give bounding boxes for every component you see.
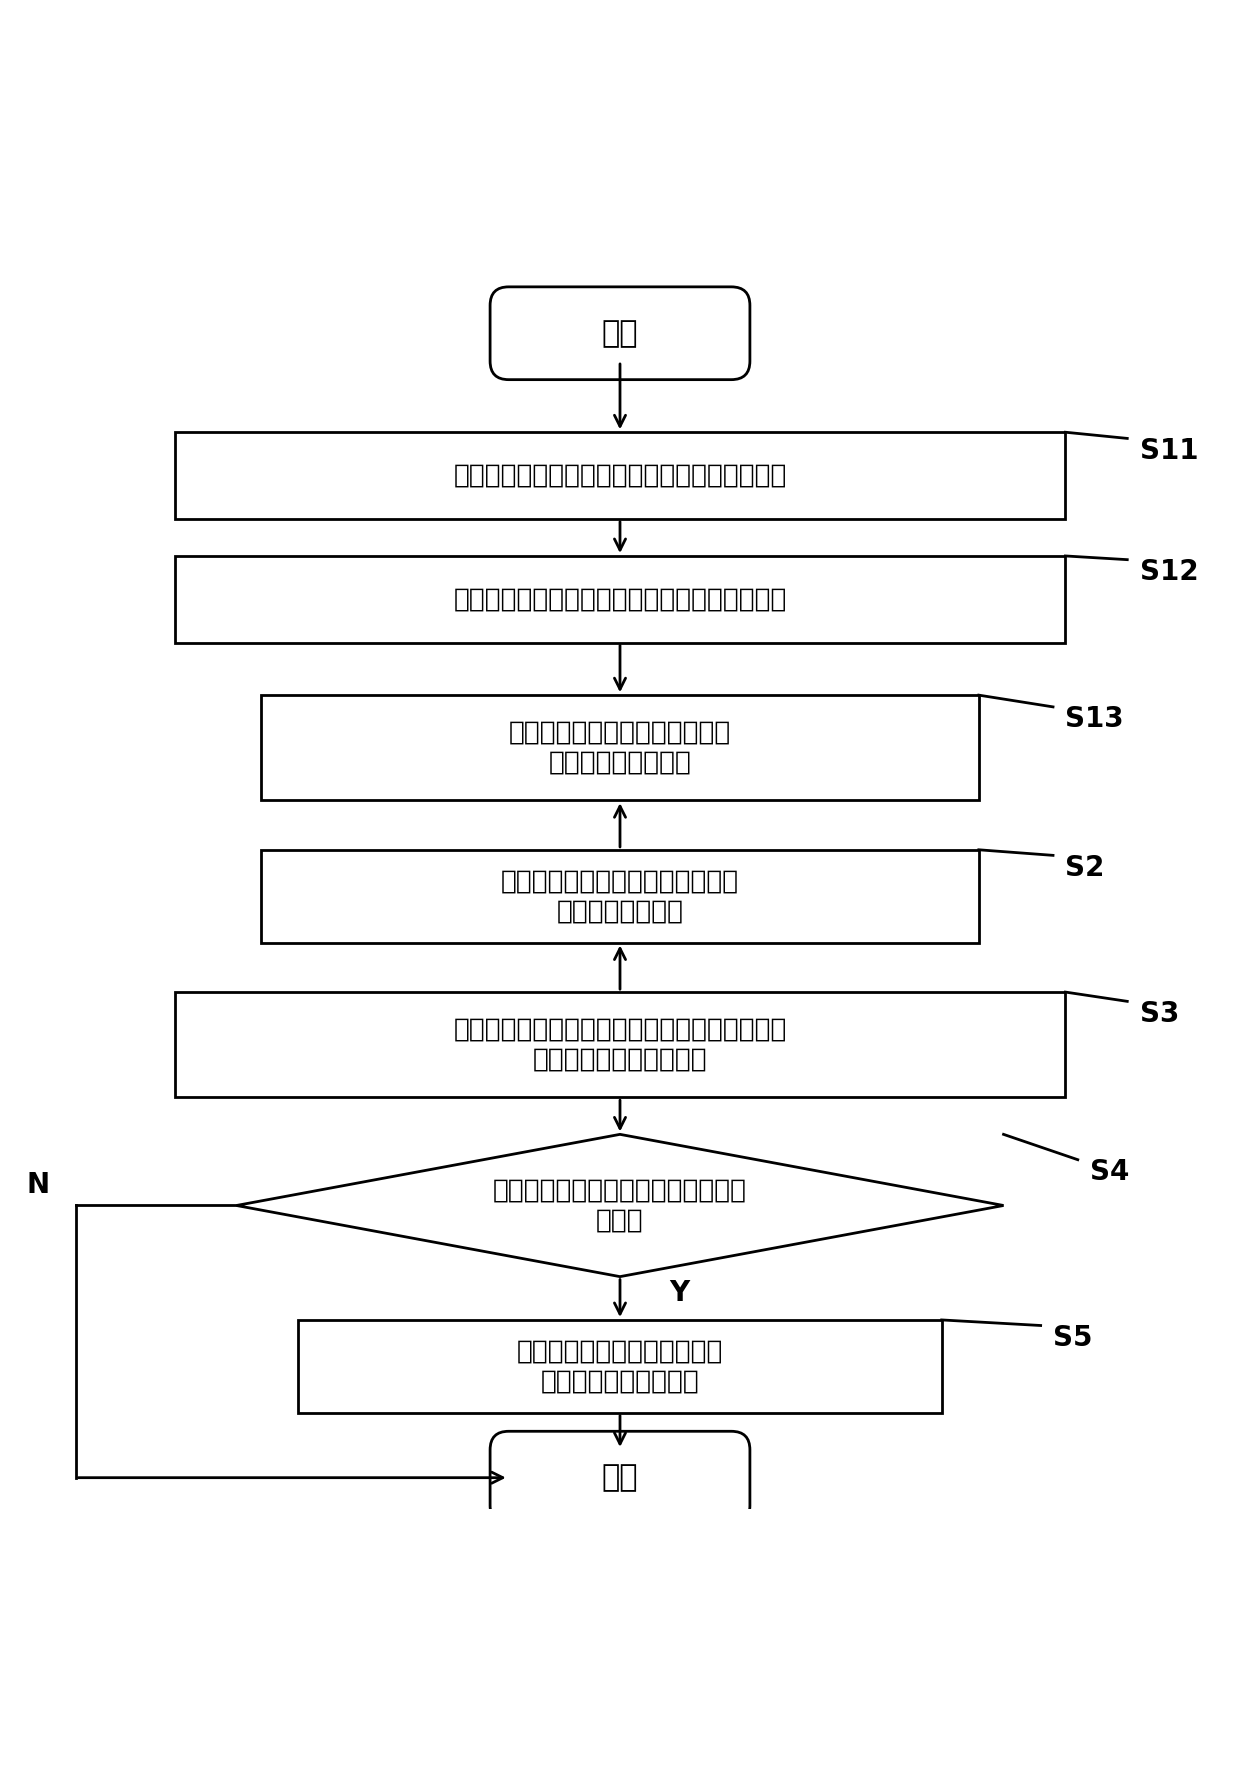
Text: S3: S3: [1140, 1000, 1179, 1027]
Text: 判断第一阻值是否处于阈值区间的阻
值范围: 判断第一阻值是否处于阈值区间的阻 值范围: [494, 1178, 746, 1234]
FancyBboxPatch shape: [262, 696, 978, 801]
FancyBboxPatch shape: [175, 555, 1065, 643]
Text: 结束: 结束: [601, 1463, 639, 1492]
FancyBboxPatch shape: [490, 287, 750, 379]
FancyBboxPatch shape: [175, 991, 1065, 1096]
FancyBboxPatch shape: [175, 433, 1065, 518]
Text: Y: Y: [670, 1280, 689, 1307]
Text: S12: S12: [1140, 559, 1198, 586]
FancyBboxPatch shape: [262, 849, 978, 943]
Text: 从服务器获取预设时间段内的接地
电阻的历史记录值: 从服务器获取预设时间段内的接地 电阻的历史记录值: [501, 869, 739, 924]
FancyBboxPatch shape: [490, 1431, 750, 1524]
Text: 开始: 开始: [601, 319, 639, 347]
Text: S11: S11: [1140, 436, 1198, 465]
Polygon shape: [237, 1134, 1003, 1276]
Text: S4: S4: [1090, 1159, 1130, 1185]
Text: 判定第一阻值为正常值，并将
第一阻值发送至服务器: 判定第一阻值为正常值，并将 第一阻值发送至服务器: [517, 1339, 723, 1394]
Text: N: N: [26, 1171, 50, 1200]
Text: S13: S13: [1065, 705, 1123, 733]
Text: 根据第二交流电，测试接地电阻，生成第五阻值: 根据第二交流电，测试接地电阻，生成第五阻值: [454, 586, 786, 612]
Text: S5: S5: [1053, 1324, 1092, 1351]
Text: 根据历史记录值，计算历史记录值的平均值，并
根据平均值生成阈值区间: 根据历史记录值，计算历史记录值的平均值，并 根据平均值生成阈值区间: [454, 1016, 786, 1073]
FancyBboxPatch shape: [299, 1321, 941, 1413]
Text: S2: S2: [1065, 854, 1105, 881]
Text: 根据第一交流电，测试接地电阻，生成第四阻值: 根据第一交流电，测试接地电阻，生成第四阻值: [454, 463, 786, 488]
Text: 计算第四阻值和第五阻值的平均
数，生成工频电阻值: 计算第四阻值和第五阻值的平均 数，生成工频电阻值: [508, 719, 732, 776]
